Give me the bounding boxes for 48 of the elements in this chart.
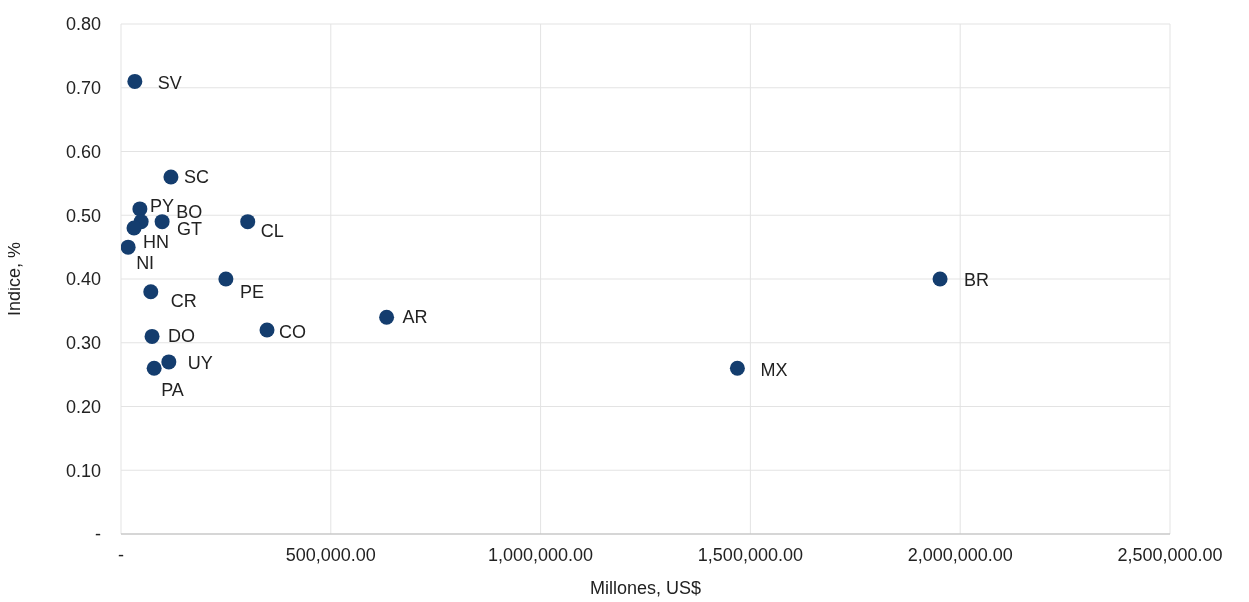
x-tick-label: 2,500,000.00 [1117,544,1223,565]
point [127,73,143,89]
point [146,360,162,376]
annotation: BR [964,270,990,290]
annotation: DO [168,326,196,347]
point [729,360,745,376]
x-tick-label: 1,000,000.00 [488,544,594,565]
point [126,220,142,236]
y-tick-label: 0.20 [65,396,101,417]
annotation: CL [260,220,284,241]
point [121,239,136,255]
point [154,214,170,230]
point [240,214,256,230]
annotation: SC [183,167,209,187]
annotation: CR [170,290,197,311]
y-tick-label: 0.10 [65,460,101,481]
annotation: CO [279,322,307,342]
annotation: MX [760,360,788,381]
point [161,354,177,370]
annotation: NI [136,253,155,274]
y-tick-label: 0.30 [65,333,101,354]
y-tick-label: 0.60 [65,141,101,162]
annotation: SV [157,73,182,94]
y-tick-label: 0.80 [65,14,101,35]
point [163,169,179,185]
annotation: PA [161,380,184,401]
x-tick-label: 1,500,000.00 [697,544,803,565]
x-tick-label: 2,000,000.00 [907,544,1013,565]
y-tick-label: 0.70 [65,78,101,99]
y-tick-label: 0.40 [65,269,101,290]
y-axis-title: Indice, % [4,241,25,317]
x-tick-label: - [118,544,124,565]
point [379,309,395,325]
y-tick-label: - [95,524,101,545]
annotation: AR [402,307,428,328]
point [259,322,275,338]
point [144,328,160,344]
x-axis-title: Millones, US$ [589,578,702,598]
annotation: HN [143,232,170,252]
annotation: PY [149,195,174,216]
annotation: PE [239,282,264,302]
x-tick-label: 500,000.00 [285,544,376,565]
point [143,284,159,300]
y-tick-label: 0.50 [65,205,101,226]
annotation: UY [187,352,213,373]
point [218,271,234,287]
point [132,201,148,217]
point [932,271,948,287]
